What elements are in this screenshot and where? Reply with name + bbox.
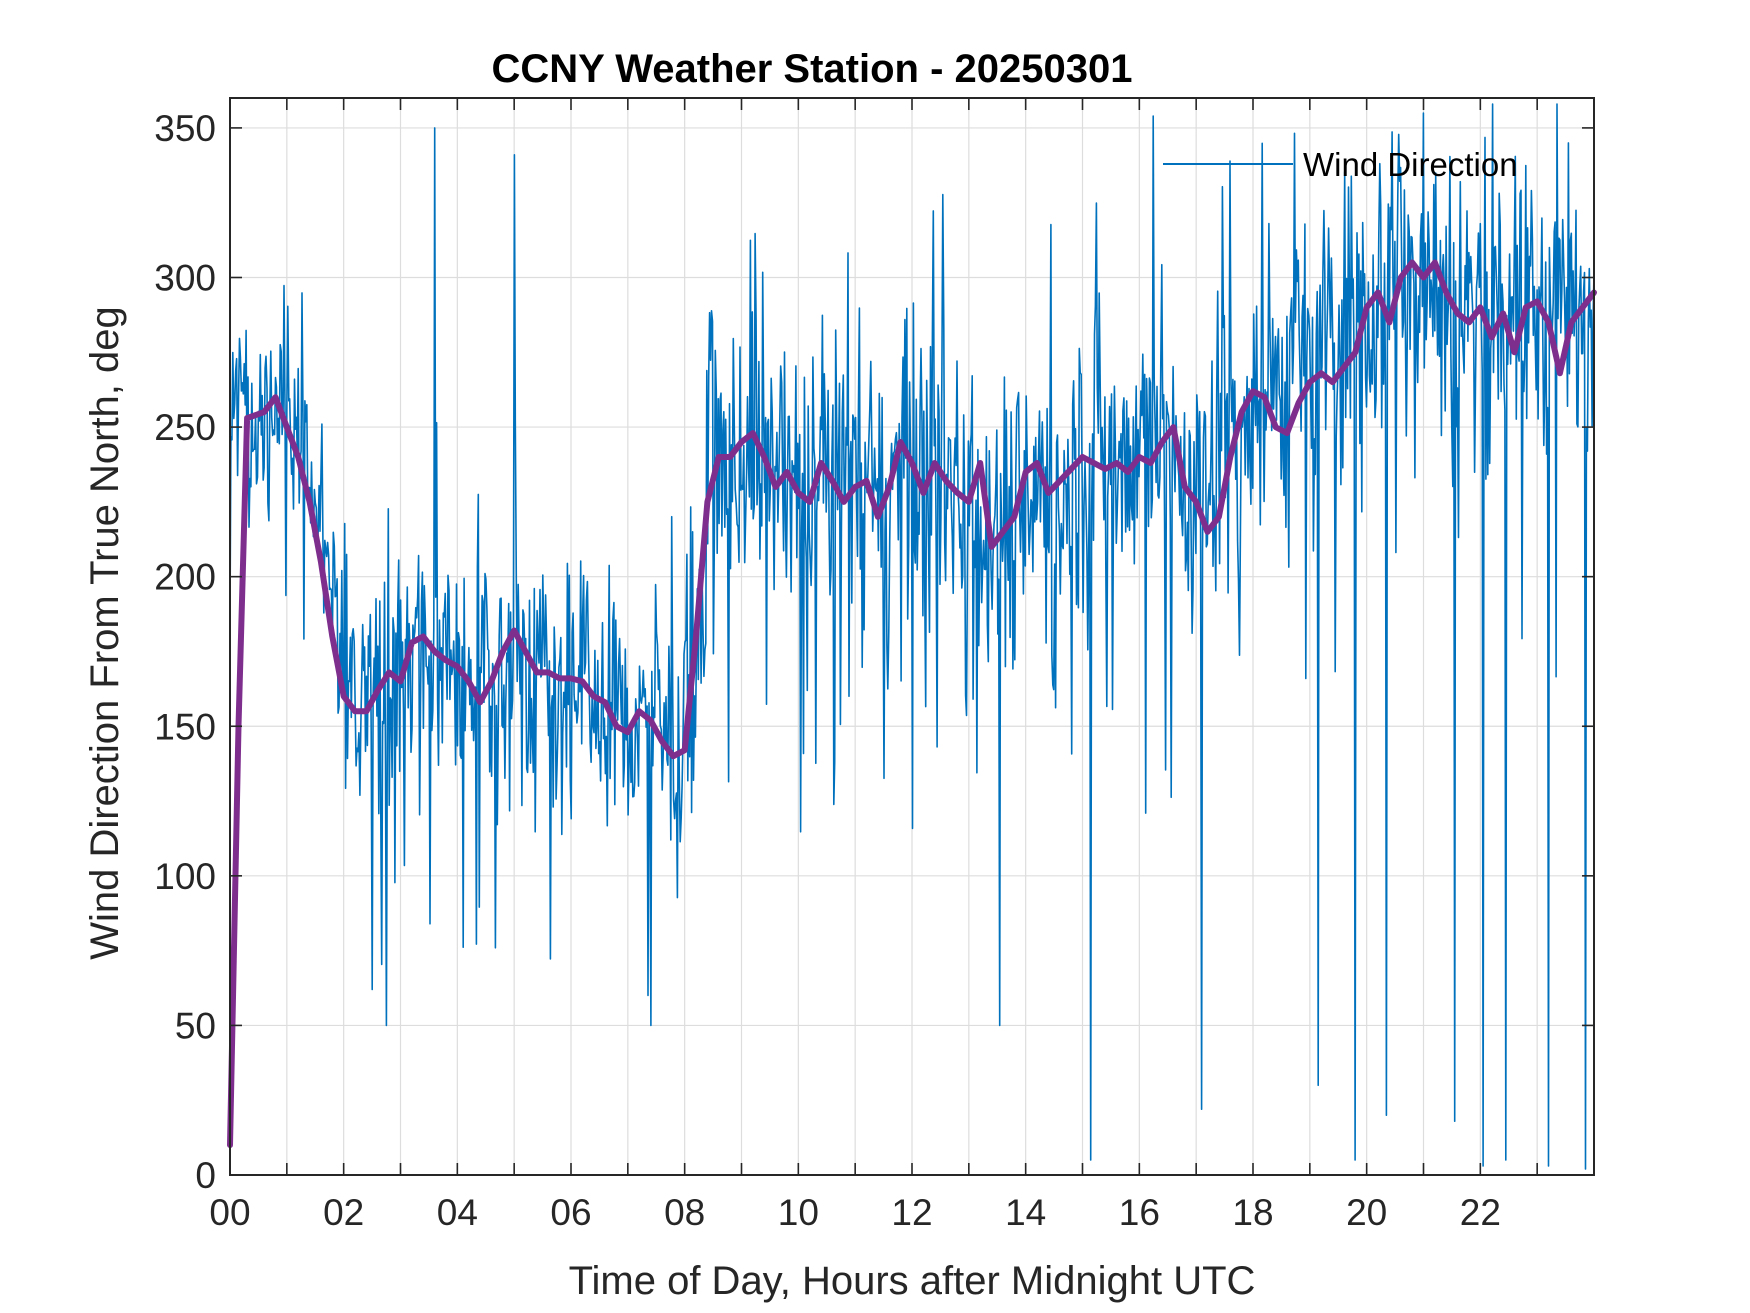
y-tick-label: 100	[154, 856, 216, 897]
y-tick-label: 300	[154, 258, 216, 299]
x-tick-label: 18	[1232, 1192, 1273, 1233]
x-axis-label: Time of Day, Hours after Midnight UTC	[569, 1259, 1256, 1303]
x-tick-label: 12	[891, 1192, 932, 1233]
x-tick-label: 14	[1005, 1192, 1046, 1233]
y-tick-label: 350	[154, 108, 216, 149]
x-tick-label: 06	[550, 1192, 591, 1233]
y-tick-label: 0	[195, 1155, 216, 1196]
y-tick-label: 200	[154, 557, 216, 598]
moving-average-line	[227, 259, 1597, 1149]
x-tick-label: 22	[1460, 1192, 1501, 1233]
series-moving-average	[227, 259, 1597, 1149]
x-tick-label: 04	[437, 1192, 478, 1233]
series-wind-direction	[229, 103, 1595, 1170]
chart-title: CCNY Weather Station - 20250301	[492, 47, 1133, 91]
plot-axes: 00 02 04 06 08 10 12 14 16 18 20 22 0 50 100 150 200 250 3…	[154, 97, 1597, 1233]
y-tick-label: 50	[175, 1005, 216, 1046]
y-tick-label: 250	[154, 407, 216, 448]
y-axis-label: Wind Direction From True North, deg	[83, 306, 127, 960]
wind-direction-line	[229, 103, 1595, 1170]
legend-label-wind-direction: Wind Direction	[1303, 146, 1518, 183]
x-tick-label: 10	[778, 1192, 819, 1233]
x-tick-label: 00	[209, 1192, 250, 1233]
x-tick-label: 02	[323, 1192, 364, 1233]
axis-ticks: 00 02 04 06 08 10 12 14 16 18 20 22 0 50 100 150 200 250 3…	[154, 98, 1595, 1233]
x-tick-label: 08	[664, 1192, 705, 1233]
y-tick-label: 150	[154, 706, 216, 747]
x-tick-label: 16	[1119, 1192, 1160, 1233]
legend: Wind Direction	[1163, 146, 1518, 183]
x-tick-label: 20	[1346, 1192, 1387, 1233]
